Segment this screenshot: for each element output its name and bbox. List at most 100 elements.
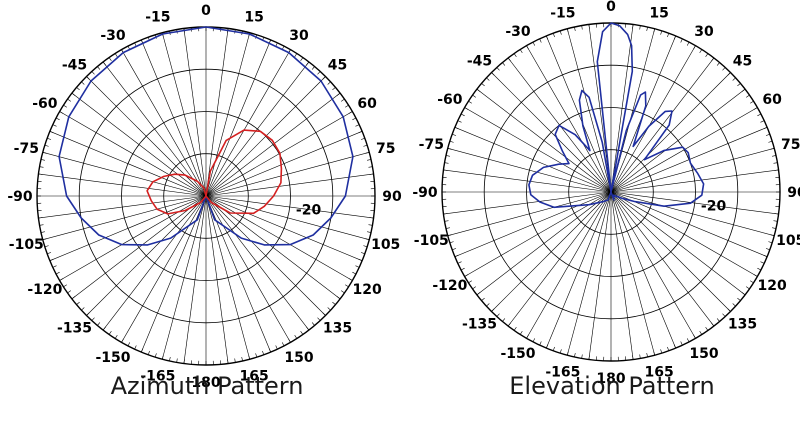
ring-tick: [52, 265, 57, 268]
grid-spoke: [610, 191, 634, 360]
ring-tick: [646, 353, 648, 358]
angle-tick-label: -30: [505, 24, 531, 40]
ring-tick: [526, 334, 529, 339]
ring-tick: [306, 326, 310, 331]
ring-tick: [76, 301, 80, 305]
ring-tick: [169, 357, 171, 362]
ring-tick: [693, 334, 696, 339]
angle-tick-label: -120: [27, 282, 62, 298]
grid-spoke: [42, 195, 207, 240]
series-trace-2: [146, 129, 283, 215]
grid-spoke: [205, 195, 310, 331]
ring-tick: [234, 358, 236, 363]
grid-spoke: [205, 92, 341, 197]
ring-tick: [445, 227, 450, 229]
angle-tick-label: -45: [62, 58, 87, 74]
ring-tick: [760, 120, 765, 123]
ring-tick: [705, 53, 709, 57]
grid-spoke: [610, 72, 731, 193]
ring-tick: [288, 338, 291, 343]
ring-tick: [491, 308, 495, 312]
ring-tick: [449, 140, 454, 143]
ring-tick: [496, 313, 500, 317]
grid-spoke: [610, 191, 779, 215]
grid-spoke: [526, 45, 612, 193]
grid-spoke: [183, 28, 207, 197]
ring-tick: [765, 248, 770, 251]
series-trace-1: [528, 22, 705, 209]
ring-tick: [134, 345, 137, 350]
ring-tick: [141, 348, 144, 353]
ring-tick: [588, 355, 590, 360]
ring-tick: [763, 254, 768, 257]
angle-tick-label: 60: [357, 96, 377, 112]
ring-tick: [774, 213, 779, 215]
radial-tick-label: -20: [701, 199, 727, 215]
ring-tick: [753, 274, 758, 277]
grid-spoke: [610, 191, 655, 356]
ring-tick: [449, 241, 454, 244]
ring-tick: [727, 308, 731, 312]
grid-spoke: [205, 173, 374, 197]
ring-tick: [513, 327, 517, 331]
angle-tick-label: -120: [432, 278, 467, 294]
ring-tick: [680, 341, 683, 346]
ring-tick: [368, 224, 373, 226]
angle-tick-label: 120: [352, 282, 381, 298]
ring-tick: [746, 94, 750, 98]
angle-tick-label: -75: [419, 137, 444, 153]
ring-tick: [317, 71, 321, 75]
ring-tick: [699, 331, 703, 335]
grid-spoke: [476, 88, 612, 193]
ring-tick: [722, 313, 726, 317]
ring-tick: [472, 286, 476, 290]
ring-tick: [52, 124, 57, 127]
ring-tick: [507, 322, 511, 327]
ring-tick: [546, 35, 549, 40]
ring-tick: [444, 220, 449, 222]
ring-tick: [348, 278, 353, 281]
angle-tick-label: -150: [95, 350, 130, 366]
ring-tick: [757, 267, 762, 271]
ring-tick: [552, 346, 555, 351]
grid-spoke: [205, 195, 250, 360]
ring-tick: [472, 94, 476, 98]
ring-tick: [667, 33, 670, 38]
ring-tick: [639, 25, 641, 30]
ring-tick: [559, 30, 562, 35]
grid-spoke: [86, 195, 207, 316]
ring-tick: [91, 71, 95, 75]
ring-tick: [757, 113, 762, 117]
angle-tick-label: 165: [239, 369, 268, 385]
ring-tick: [332, 301, 336, 305]
ring-tick: [345, 104, 349, 108]
angle-tick-label: -30: [100, 28, 126, 44]
ring-tick: [476, 88, 481, 92]
ring-tick: [502, 318, 506, 322]
grid-spoke: [205, 152, 370, 197]
ring-tick: [81, 81, 85, 85]
ring-tick: [741, 88, 746, 92]
ring-tick: [367, 231, 372, 233]
ring-tick: [486, 303, 490, 307]
angle-tick-label: 180: [596, 371, 625, 387]
ring-tick: [532, 338, 536, 343]
angle-tick-label: -135: [57, 321, 92, 337]
ring-tick: [352, 117, 357, 121]
grid-spoke: [507, 191, 612, 327]
ring-tick: [773, 162, 778, 164]
grid-spoke: [205, 28, 229, 197]
ring-tick: [49, 258, 54, 261]
grid-spoke: [610, 45, 696, 193]
ring-tick: [108, 331, 112, 335]
ring-tick: [42, 238, 47, 240]
angle-tick-label: 150: [284, 350, 313, 366]
ring-tick: [686, 338, 690, 343]
ring-tick: [121, 338, 124, 343]
ring-tick: [327, 307, 331, 311]
ring-tick: [716, 318, 720, 322]
ring-tick: [44, 245, 49, 248]
ring-tick: [322, 76, 326, 80]
ring-tick: [770, 148, 775, 150]
ring-tick: [294, 53, 298, 57]
